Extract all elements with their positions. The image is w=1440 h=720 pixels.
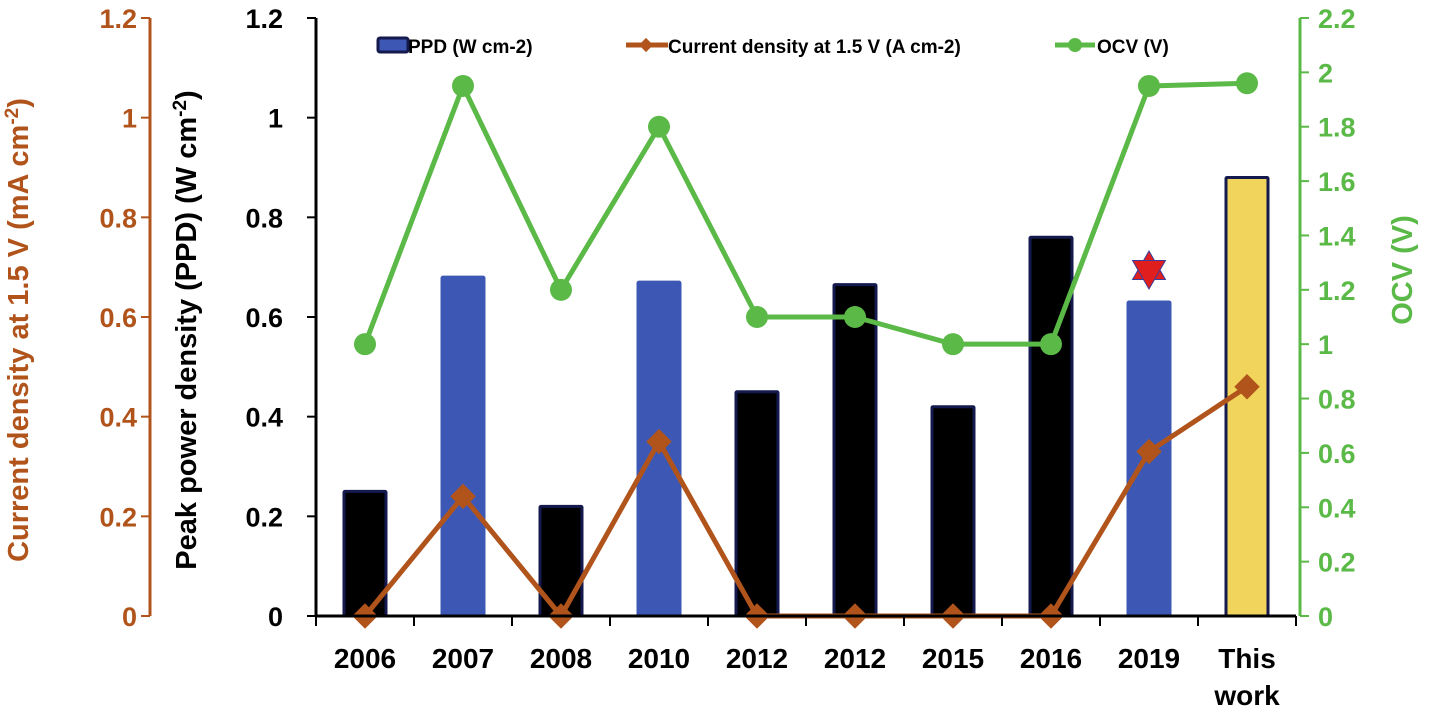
current-tick-label: 0 (122, 602, 137, 632)
bar-1 (440, 275, 486, 618)
ocv-point-9 (1236, 72, 1258, 95)
legend-bar-swatch (376, 36, 410, 54)
current-axis-title: Current density at 1.5 V (mA cm-2) (2, 98, 35, 562)
ocv-tick-label: 1 (1318, 330, 1333, 360)
current-tick-label: 1 (122, 104, 137, 134)
legend-current-marker (638, 37, 654, 53)
bar-6 (930, 405, 976, 618)
current-tick-label: 0.6 (99, 303, 137, 333)
ocv-tick-label: 2.2 (1318, 4, 1356, 34)
series-line-2 (362, 80, 1248, 347)
current-point-3 (646, 428, 672, 455)
ocv-tick-label: 0.8 (1318, 385, 1356, 415)
ppd-axis-title: Peak power density (PPD) (W cm-2) (170, 90, 203, 569)
ppd-tick-label: 1 (268, 104, 283, 134)
ocv-tick-label: 2 (1318, 58, 1333, 88)
ocv-point-4 (746, 306, 768, 328)
ppd-tick-label: 0.2 (245, 502, 283, 532)
current-tick-label: 0.8 (99, 203, 137, 233)
ppd-tick-label: 1.2 (245, 4, 283, 34)
ocv-tick-label: 0.6 (1318, 439, 1356, 469)
ocv-tick-label: 0.4 (1318, 493, 1356, 523)
current-point-1 (450, 483, 476, 510)
ocv-tick-label: 1.4 (1318, 221, 1356, 251)
x-tick-label: 2007 (432, 643, 494, 674)
ocv-point-2 (550, 278, 572, 301)
legend-ocv-marker (1068, 38, 1082, 52)
x-tick-label: 2019 (1118, 643, 1180, 674)
star-marker (1131, 260, 1167, 291)
ocv-tick-label: 0 (1318, 602, 1333, 632)
legend-label-current: Current density at 1.5 V (A cm-2) (668, 37, 961, 58)
ocv-axis-title: OCV (V) (1387, 215, 1419, 325)
series-line-1 (363, 384, 1249, 619)
ocv-point-1 (452, 74, 474, 97)
x-tick-label: 2010 (628, 643, 690, 674)
ppd-tick-label: 0.4 (245, 403, 283, 433)
x-tick-label: 2012 (824, 643, 886, 674)
current-tick-label: 0.2 (99, 502, 137, 532)
current-tick-label: 0.4 (99, 403, 137, 433)
ppd-tick-label: 0.8 (245, 203, 283, 233)
x-tick-label: 2008 (530, 643, 592, 674)
x-tick-label: This (1218, 643, 1276, 674)
ocv-point-7 (1040, 333, 1062, 356)
ocv-point-5 (844, 306, 866, 328)
x-tick-label: 2012 (726, 643, 788, 674)
bar-7 (1028, 235, 1074, 618)
legend-label-ppd: PPD (W cm-2) (408, 37, 533, 58)
bar-5 (832, 283, 878, 618)
ocv-tick-label: 1.6 (1318, 167, 1356, 197)
ocv-point-0 (354, 333, 376, 356)
x-tick-label: 2006 (334, 643, 396, 674)
ocv-tick-label: 1.2 (1318, 276, 1356, 306)
bar-4 (734, 390, 780, 618)
x-tick-label: 2015 (922, 643, 984, 674)
legend-label-ocv: OCV (V) (1097, 37, 1169, 58)
current-tick-label: 1.2 (99, 4, 137, 34)
ocv-tick-label: 1.8 (1318, 113, 1356, 143)
ocv-tick-label: 0.2 (1318, 548, 1356, 578)
legend: PPD (W cm-2) Current density at 1.5 V (A … (376, 36, 1169, 58)
ppd-tick-label: 0 (268, 602, 283, 632)
ocv-point-8 (1138, 74, 1160, 97)
ppd-tick-label: 0.6 (245, 303, 283, 333)
ocv-point-6 (942, 333, 964, 356)
x-tick-label: work (1213, 680, 1280, 711)
x-tick-label: 2016 (1020, 643, 1082, 674)
ocv-point-3 (648, 115, 670, 138)
